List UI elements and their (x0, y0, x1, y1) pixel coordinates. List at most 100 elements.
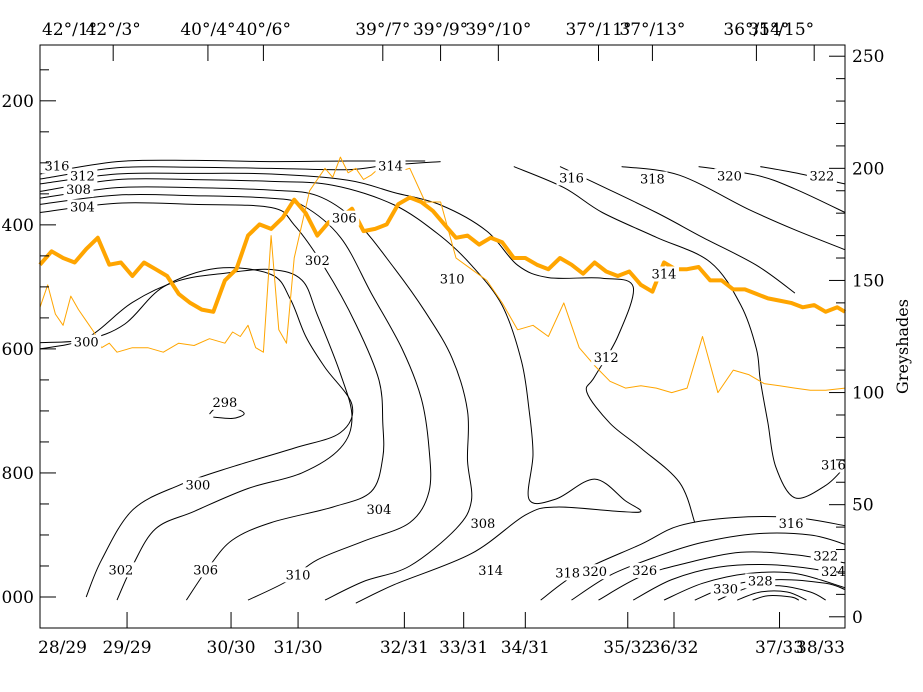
contour-label-bg (71, 334, 102, 350)
right-tick-label: 100 (852, 384, 884, 404)
contour-label-bg (363, 502, 394, 518)
top-tick-label: 39°/10° (465, 20, 531, 40)
top-tick-label: 40°/4° (180, 20, 235, 40)
contour-label-bg (556, 170, 587, 186)
bottom-tick-label: 28/29 (38, 638, 87, 658)
contour-label: 322 (809, 169, 834, 184)
bottom-tick-label: 35/32 (603, 638, 652, 658)
contour-316 (513, 166, 846, 499)
top-tick-label: 35°/15° (748, 20, 814, 40)
contour-label-bg (629, 562, 660, 578)
contour-label: 314 (652, 267, 677, 282)
bottom-tick-label: 29/29 (103, 638, 152, 658)
contour-label: 316 (779, 517, 804, 532)
contour-306 (39, 193, 432, 601)
contour-label-bg (190, 562, 221, 578)
contour-label-bg (714, 168, 745, 184)
right-tick-label: 200 (852, 159, 884, 179)
left-tick-label: 1000 (0, 588, 34, 608)
right-tick-label: 150 (852, 271, 884, 291)
contour-label: 310 (286, 568, 311, 583)
thin-greyshade-line (39, 156, 846, 394)
contour-label-bg (475, 562, 506, 578)
contour-label: 324 (821, 565, 846, 580)
contour-label-bg (302, 252, 333, 268)
contour-label: 320 (717, 169, 742, 184)
bottom-tick-label: 31/30 (274, 638, 323, 658)
contour-label-bg (67, 168, 98, 184)
top-tick-label: 39°/7° (355, 20, 410, 40)
left-tick-label: 200 (2, 92, 34, 112)
axis-ticks (39, 45, 846, 629)
contour-label-bg (67, 199, 98, 215)
contour-312 (39, 172, 696, 523)
contour-label: 328 (748, 574, 773, 589)
top-tick-label: 39°/9° (413, 20, 468, 40)
contour-label-bg (209, 394, 240, 410)
contour-322 (663, 571, 846, 601)
left-tick-label: 400 (2, 216, 34, 236)
bottom-tick-label: 33/31 (439, 638, 488, 658)
contour-label: 302 (108, 563, 133, 578)
contour-308 (39, 186, 473, 601)
contour-label: 314 (478, 564, 503, 579)
top-tick-label: 36°/14° (723, 20, 789, 40)
contour-label: 304 (367, 503, 392, 518)
contour-label: 298 (212, 396, 237, 411)
contour-label-bg (437, 271, 468, 287)
bottom-tick-label: 37/33 (755, 638, 804, 658)
contour-label-bg (810, 548, 841, 564)
contour-label: 330 (713, 583, 738, 598)
contour-label: 318 (640, 173, 665, 188)
contour-label: 302 (305, 254, 330, 269)
contour-310 (39, 178, 642, 604)
plot-frame (39, 44, 846, 629)
contour-label: 320 (582, 565, 607, 580)
contour-label-bg (375, 158, 406, 174)
contour-label-bg (591, 350, 622, 366)
contour-label: 300 (74, 336, 99, 351)
contour-label-bg (579, 564, 610, 580)
contour-label-bg (41, 158, 72, 174)
contour-label: 312 (70, 169, 95, 184)
contour-label: 316 (45, 160, 70, 175)
contour-label: 304 (70, 200, 95, 215)
axis-tick-labels: 200 400 600 800 1000 0 50 100 150 200 250 28/29 29/2… (0, 20, 884, 658)
bottom-tick-label: 30/30 (207, 638, 256, 658)
contour-302 (39, 268, 353, 601)
contour-label-bg (776, 515, 807, 531)
contour-328 (737, 590, 807, 601)
contour-label-bg (710, 581, 741, 597)
contour-label-bg (329, 210, 360, 226)
contour-318 (559, 166, 796, 294)
contour-label: 326 (632, 564, 657, 579)
contour-label-bg (467, 515, 498, 531)
contour-318 (621, 166, 846, 251)
bottom-tick-label: 32/31 (380, 638, 429, 658)
contour-300 (39, 267, 354, 598)
contour-304 (39, 202, 385, 601)
top-tick-label: 42°/3° (86, 20, 141, 40)
contour-label-bg (648, 266, 679, 282)
greyshade-series (38, 156, 847, 394)
top-tick-label: 40°/6° (236, 20, 291, 40)
left-tick-label: 600 (2, 340, 34, 360)
top-tick-label: 37°/13° (619, 20, 685, 40)
contour-label-bg (806, 168, 837, 184)
contour-label: 316 (821, 459, 846, 474)
contour-label: 310 (440, 272, 465, 287)
contour-label: 314 (378, 160, 403, 175)
contour-label: 306 (332, 212, 357, 227)
contour-label-bg (182, 477, 213, 493)
contour-label: 308 (471, 517, 496, 532)
contour-label-bg (745, 573, 776, 589)
contour-label: 318 (555, 566, 580, 581)
contour-318 (598, 551, 846, 601)
contour-lines (39, 159, 846, 604)
contour-label: 306 (193, 563, 218, 578)
right-tick-label: 250 (852, 47, 884, 67)
contour-label: 322 (813, 550, 838, 565)
contour-label: 308 (66, 183, 91, 198)
